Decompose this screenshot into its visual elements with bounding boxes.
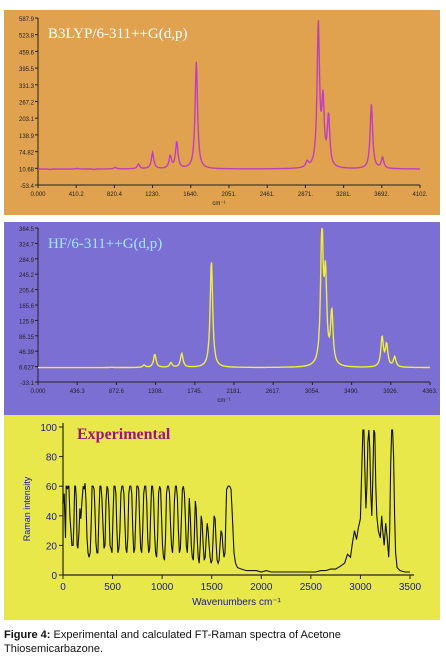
x-tick-label: 4102. bbox=[412, 192, 427, 198]
x-tick-label: 3490. bbox=[344, 389, 359, 395]
y-tick-label: 587.9 bbox=[19, 17, 35, 23]
x-tick-label: 436.3 bbox=[70, 389, 86, 395]
y-tick-label: -53.4 bbox=[20, 184, 34, 190]
y-tick-label: 138.9 bbox=[19, 134, 35, 140]
figure-caption-text: Experimental and calculated FT-Raman spe… bbox=[4, 629, 341, 655]
x-tick-label: 4363. bbox=[422, 389, 437, 395]
hf-spectrum-chart: 364.5 324.7 284.9 245.2 205.4 165.6 125.9 86.15… bbox=[4, 222, 440, 415]
y-tick-label: 364.5 bbox=[19, 227, 35, 233]
spectrum-line bbox=[38, 20, 420, 171]
x-tick-label: 3926. bbox=[383, 389, 398, 395]
x-tick-label: 2000 bbox=[250, 582, 273, 593]
x-tick-label: 410.2 bbox=[69, 192, 85, 198]
y-axis-label: Raman intensity bbox=[22, 476, 32, 541]
chart-title: B3LYP/6-311++G(d,p) bbox=[48, 26, 187, 42]
y-tick-label: 0 bbox=[51, 571, 57, 582]
x-tick-label: 1000 bbox=[151, 582, 174, 593]
x-axis-label: cm⁻¹ bbox=[212, 201, 225, 207]
x-tick-label: 872.6 bbox=[109, 389, 125, 395]
x-axis-label: Wavenumbers cm⁻¹ bbox=[192, 597, 281, 608]
figure-caption-label: Figure 4: bbox=[4, 629, 51, 641]
chart-title: HF/6-311++G(d,p) bbox=[48, 236, 162, 252]
x-tick-label: 0.000 bbox=[30, 192, 46, 198]
y-tick-label: 46.39 bbox=[19, 350, 35, 356]
x-tick-label: 1640. bbox=[183, 192, 198, 198]
y-tick-label: 331.3 bbox=[19, 84, 35, 90]
y-tick-label: 20 bbox=[46, 541, 58, 552]
y-tick-label: 267.2 bbox=[19, 101, 35, 107]
y-tick-label: 165.6 bbox=[19, 304, 35, 310]
spectrum-line bbox=[38, 227, 430, 369]
y-tick-label: 284.9 bbox=[19, 258, 35, 264]
hf-spectrum-panel: 364.5 324.7 284.9 245.2 205.4 165.6 125.9 86.15… bbox=[4, 222, 440, 415]
x-tick-label: 1745. bbox=[187, 389, 202, 395]
x-tick-label: 3281. bbox=[336, 192, 351, 198]
x-tick-label: 1230. bbox=[145, 192, 160, 198]
x-tick-label: 2871. bbox=[298, 192, 313, 198]
y-tick-label: 203.1 bbox=[19, 117, 35, 123]
x-axis-label: cm⁻¹ bbox=[217, 398, 230, 404]
y-tick-label: 324.7 bbox=[19, 242, 35, 248]
y-tick-label: 523.8 bbox=[19, 34, 35, 40]
y-tick-label: 245.2 bbox=[19, 273, 35, 279]
x-tick-label: 1500 bbox=[201, 582, 224, 593]
x-tick-label: 3054. bbox=[305, 389, 320, 395]
x-tick-label: 1308. bbox=[148, 389, 163, 395]
x-tick-label: 0.000 bbox=[30, 389, 46, 395]
y-tick-label: 125.9 bbox=[19, 319, 35, 325]
y-tick-label: 60 bbox=[46, 482, 58, 493]
y-tick-label: 6.627 bbox=[19, 366, 35, 372]
x-tick-label: 3500 bbox=[399, 582, 422, 593]
b3lyp-spectrum-chart: 587.9 523.8 459.6 395.5 331.3 267.2 203.1 138.9… bbox=[4, 10, 440, 215]
y-tick-label: 80 bbox=[46, 453, 58, 464]
x-tick-label: 3000 bbox=[349, 582, 372, 593]
y-tick-label: 10.68 bbox=[19, 167, 35, 173]
x-tick-label: 2461. bbox=[260, 192, 275, 198]
y-tick-label: 74.82 bbox=[19, 151, 35, 157]
spectrum-line bbox=[62, 429, 410, 573]
x-tick-label: 2617. bbox=[266, 389, 281, 395]
y-tick-label: 205.4 bbox=[19, 289, 35, 295]
x-tick-label: 820.4 bbox=[107, 192, 123, 198]
x-tick-label: 2181. bbox=[226, 389, 241, 395]
y-tick-label: 395.5 bbox=[19, 67, 35, 73]
y-tick-label: 40 bbox=[46, 512, 58, 523]
x-tick-label: 500 bbox=[104, 582, 121, 593]
chart-title: Experimental bbox=[77, 426, 171, 443]
y-tick-label: -33.1 bbox=[20, 381, 34, 387]
experimental-spectrum-panel: 100 80 60 40 20 0 0 500 1000 1500 2000 2500 3000 3500… bbox=[4, 415, 440, 620]
x-tick-label: 0 bbox=[60, 582, 66, 593]
figure-caption: Figure 4: Experimental and calculated FT… bbox=[4, 628, 442, 656]
y-tick-label: 459.6 bbox=[19, 50, 35, 56]
x-tick-label: 2500 bbox=[300, 582, 323, 593]
chart-background bbox=[4, 10, 440, 215]
b3lyp-spectrum-panel: 587.9 523.8 459.6 395.5 331.3 267.2 203.1 138.9… bbox=[4, 10, 440, 215]
y-tick-label: 86.15 bbox=[19, 335, 35, 341]
chart-background bbox=[4, 222, 440, 415]
x-tick-label: 2051. bbox=[221, 192, 236, 198]
y-tick-label: 100 bbox=[40, 423, 57, 434]
x-tick-label: 3692. bbox=[374, 192, 389, 198]
